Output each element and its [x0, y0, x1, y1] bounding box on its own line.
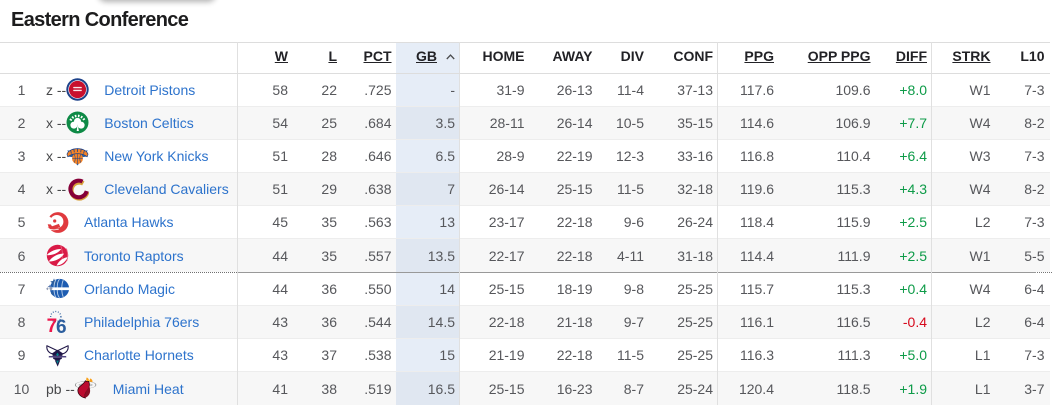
svg-text:7: 7 — [47, 316, 58, 333]
svg-text:6: 6 — [56, 317, 67, 333]
